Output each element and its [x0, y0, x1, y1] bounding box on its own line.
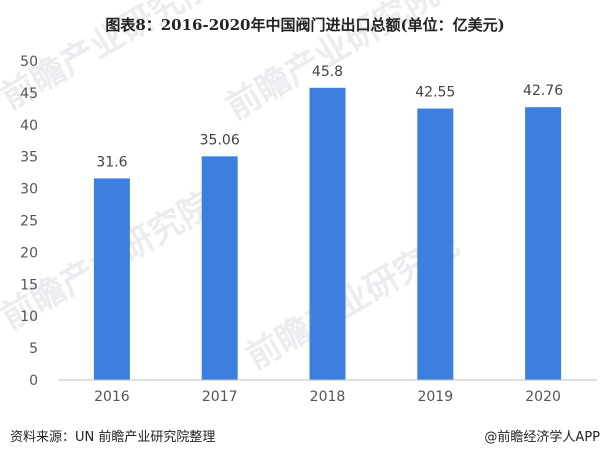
- y-tick-label: 40: [20, 118, 38, 134]
- brand-note: @前瞻经济学人APP: [484, 429, 600, 445]
- y-tick-label: 0: [29, 373, 38, 389]
- bars: [93, 87, 562, 381]
- x-axis: 2016 2017 2018 2019 2020: [94, 389, 561, 405]
- bar-value-label: 42.55: [415, 85, 455, 101]
- y-tick-label: 25: [20, 214, 38, 230]
- chart-title: 图表8：2016-2020年中国阀门进出口总额(单位：亿美元): [105, 16, 504, 34]
- bar-value-label: 35.06: [200, 132, 240, 148]
- source-note: 资料来源：UN 前瞻产业研究院整理: [10, 429, 215, 445]
- data-labels: 31.6 35.06 45.8 42.55 42.76: [96, 64, 563, 171]
- bar-value-label: 45.8: [312, 64, 343, 80]
- bar-value-label: 42.76: [523, 83, 563, 99]
- bar: [417, 108, 454, 380]
- y-tick-label: 10: [20, 309, 38, 325]
- x-tick-label: 2016: [94, 389, 130, 405]
- bar: [309, 87, 346, 381]
- y-axis: 0 5 10 15 20 25 30 35 40 45 50: [20, 54, 38, 389]
- bar: [201, 156, 238, 380]
- y-tick-label: 50: [20, 54, 38, 70]
- x-tick-label: 2017: [202, 389, 238, 405]
- y-tick-label: 15: [20, 277, 38, 293]
- bar: [93, 178, 130, 380]
- y-tick-label: 45: [20, 86, 38, 102]
- y-tick-label: 5: [29, 341, 38, 357]
- x-tick-label: 2020: [525, 389, 561, 405]
- bar: [525, 107, 562, 381]
- y-tick-label: 30: [20, 182, 38, 198]
- y-tick-label: 20: [20, 245, 38, 261]
- x-tick-label: 2018: [310, 389, 346, 405]
- x-tick-label: 2019: [417, 389, 453, 405]
- y-tick-label: 35: [20, 150, 38, 166]
- bar-value-label: 31.6: [96, 154, 127, 170]
